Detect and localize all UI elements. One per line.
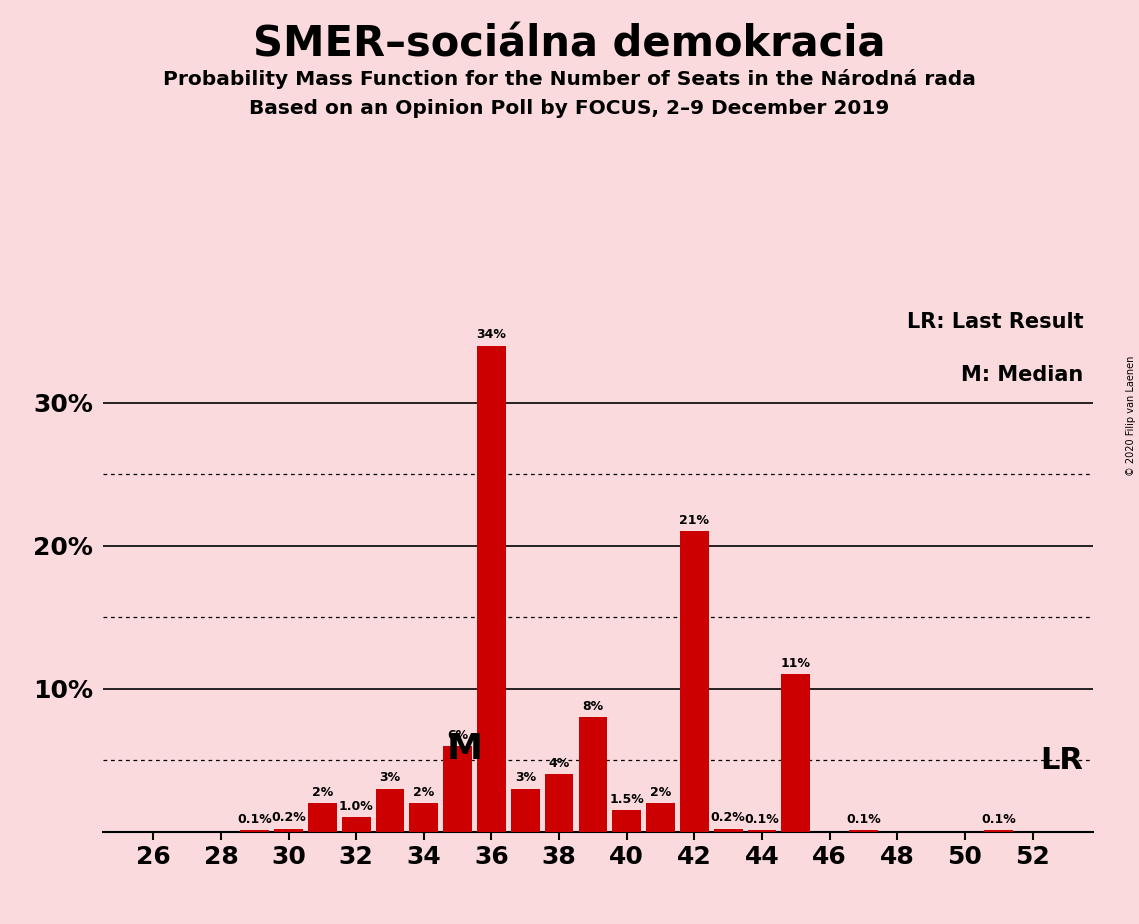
Bar bbox=[747, 830, 777, 832]
Text: 2%: 2% bbox=[413, 785, 434, 798]
Bar bbox=[511, 789, 540, 832]
Text: Based on an Opinion Poll by FOCUS, 2–9 December 2019: Based on an Opinion Poll by FOCUS, 2–9 D… bbox=[249, 99, 890, 118]
Bar bbox=[409, 803, 439, 832]
Bar bbox=[613, 810, 641, 832]
Bar bbox=[984, 830, 1013, 832]
Text: 0.1%: 0.1% bbox=[745, 813, 779, 826]
Text: M: M bbox=[446, 732, 483, 766]
Text: M: Median: M: Median bbox=[961, 365, 1083, 385]
Text: LR: LR bbox=[1040, 746, 1083, 774]
Text: LR: Last Result: LR: Last Result bbox=[907, 311, 1083, 332]
Text: 11%: 11% bbox=[781, 657, 811, 670]
Bar bbox=[781, 675, 810, 832]
Bar bbox=[477, 346, 506, 832]
Text: 6%: 6% bbox=[448, 728, 468, 742]
Bar bbox=[308, 803, 337, 832]
Text: Probability Mass Function for the Number of Seats in the Národná rada: Probability Mass Function for the Number… bbox=[163, 69, 976, 90]
Text: 2%: 2% bbox=[312, 785, 333, 798]
Text: 1.0%: 1.0% bbox=[338, 800, 374, 813]
Text: © 2020 Filip van Laenen: © 2020 Filip van Laenen bbox=[1126, 356, 1136, 476]
Bar bbox=[443, 746, 472, 832]
Bar bbox=[646, 803, 675, 832]
Bar bbox=[849, 830, 878, 832]
Bar bbox=[544, 774, 573, 832]
Text: 2%: 2% bbox=[650, 785, 671, 798]
Bar bbox=[274, 829, 303, 832]
Text: 0.1%: 0.1% bbox=[846, 813, 880, 826]
Bar bbox=[240, 830, 269, 832]
Text: 8%: 8% bbox=[582, 700, 604, 713]
Text: 3%: 3% bbox=[515, 772, 535, 784]
Text: 0.2%: 0.2% bbox=[271, 811, 306, 824]
Text: 0.1%: 0.1% bbox=[237, 813, 272, 826]
Text: SMER–sociálna demokracia: SMER–sociálna demokracia bbox=[253, 23, 886, 65]
Text: 0.1%: 0.1% bbox=[982, 813, 1016, 826]
Text: 34%: 34% bbox=[476, 328, 507, 341]
Bar bbox=[680, 531, 708, 832]
Text: 0.2%: 0.2% bbox=[711, 811, 746, 824]
Text: 21%: 21% bbox=[679, 514, 710, 528]
Bar bbox=[714, 829, 743, 832]
Bar bbox=[342, 818, 370, 832]
Bar bbox=[579, 717, 607, 832]
Text: 4%: 4% bbox=[549, 757, 570, 770]
Bar bbox=[376, 789, 404, 832]
Text: 3%: 3% bbox=[379, 772, 401, 784]
Text: 1.5%: 1.5% bbox=[609, 793, 644, 806]
